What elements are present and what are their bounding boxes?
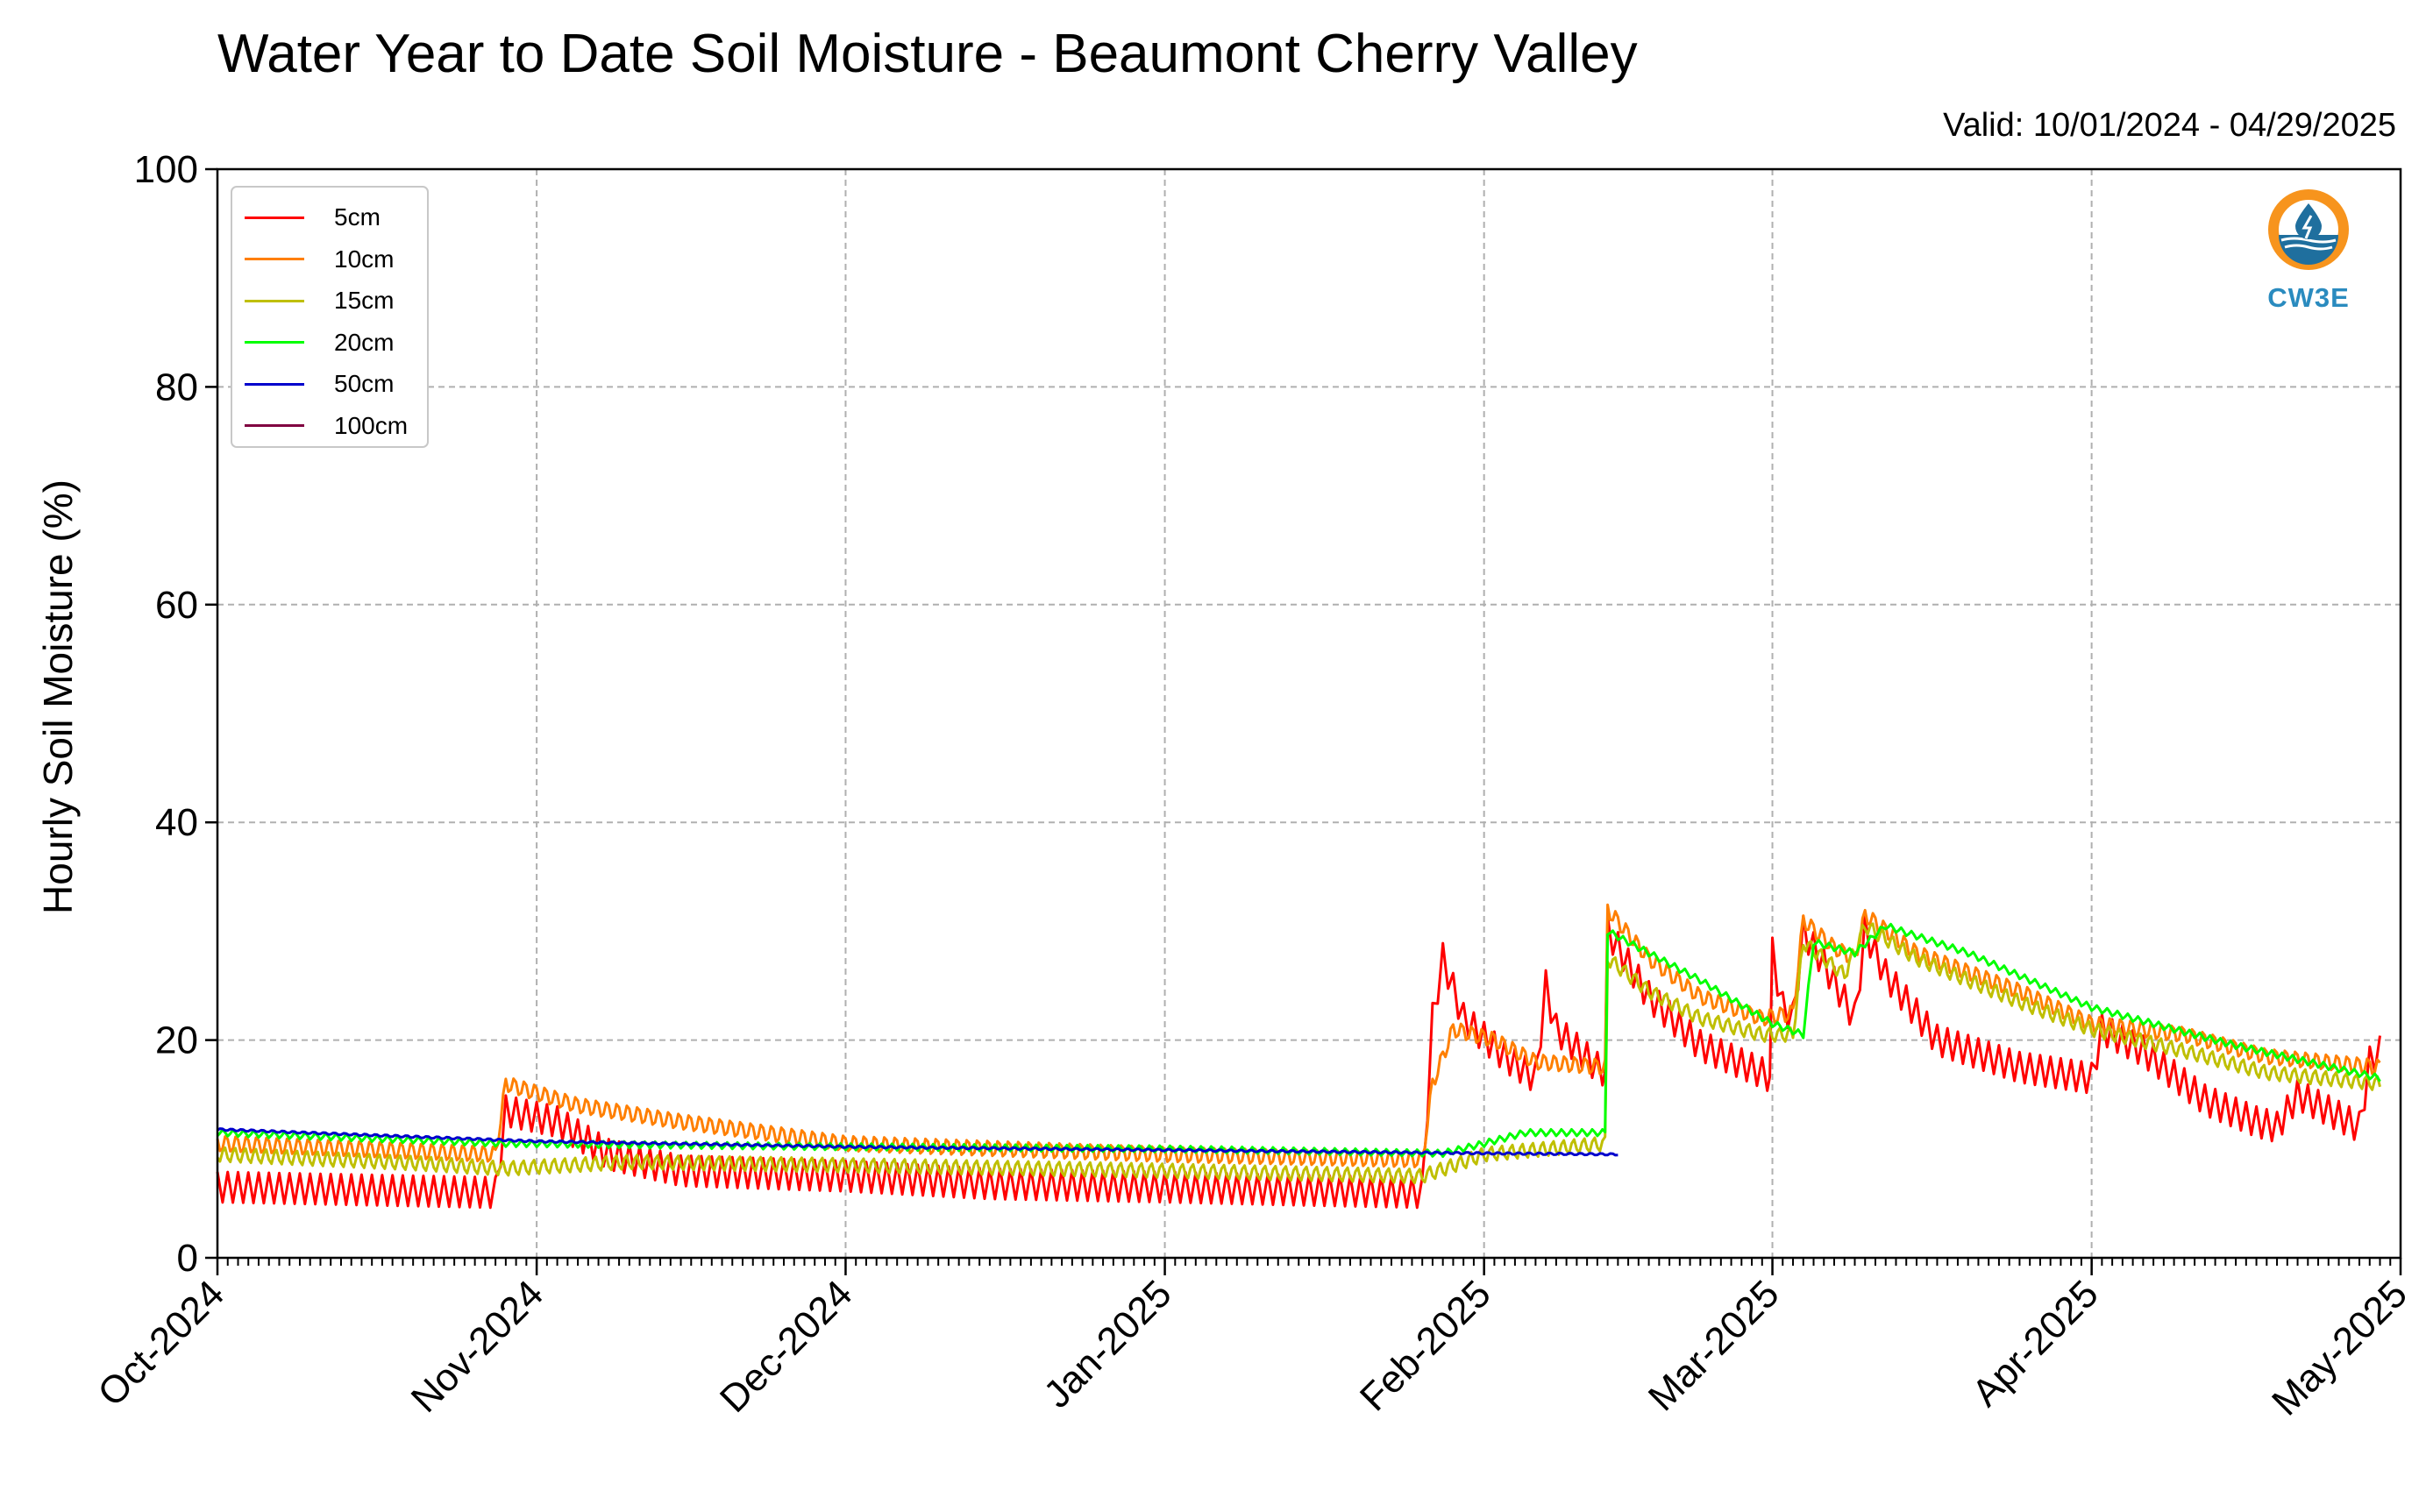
y-tick-label: 40: [155, 801, 198, 844]
legend-item-15cm: 15cm: [245, 283, 394, 318]
x-tick-label: Oct-2024: [89, 1272, 232, 1415]
legend-swatch: [245, 258, 304, 260]
series-line-15cm: [216, 922, 2381, 1185]
x-tick-label: Nov-2024: [403, 1272, 552, 1421]
legend-label: 5cm: [334, 203, 381, 231]
x-tick-label: Feb-2025: [1352, 1272, 1499, 1419]
legend-item-5cm: 5cm: [245, 200, 381, 235]
x-tick-label: Mar-2025: [1640, 1272, 1788, 1419]
legend: 5cm 10cm 15cm 20cm 50cm 100cm: [231, 186, 429, 448]
y-tick-label: 0: [177, 1237, 198, 1280]
legend-item-100cm: 100cm: [245, 408, 408, 444]
legend-swatch: [245, 424, 304, 427]
series-line-50cm: [217, 1127, 1619, 1157]
cw3e-logo: CW3E: [2260, 184, 2357, 316]
series-line-20cm: [216, 922, 2381, 1158]
y-tick-label: 80: [155, 366, 198, 408]
y-tick-label: 60: [155, 584, 198, 627]
chart-title: Water Year to Date Soil Moisture - Beaum…: [217, 24, 1638, 84]
legend-item-10cm: 10cm: [245, 242, 394, 277]
y-tick-label: 20: [155, 1019, 198, 1062]
valid-range: Valid: 10/01/2024 - 04/29/2025: [1943, 107, 2396, 144]
legend-item-20cm: 20cm: [245, 325, 394, 360]
x-tick-label: May-2025: [2264, 1272, 2415, 1423]
legend-swatch: [245, 341, 304, 344]
legend-label: 50cm: [334, 370, 395, 397]
x-tick-label: Apr-2025: [1964, 1272, 2107, 1415]
legend-swatch: [245, 382, 304, 386]
legend-swatch: [245, 216, 304, 219]
legend-label: 100cm: [334, 411, 409, 439]
y-tick-label: 100: [134, 148, 198, 191]
legend-item-50cm: 50cm: [245, 366, 394, 401]
water-drop-icon: [2268, 189, 2349, 270]
legend-label: 10cm: [334, 245, 395, 273]
x-tick-label: Dec-2024: [712, 1272, 861, 1421]
legend-label: 15cm: [334, 287, 395, 314]
x-tick-label: Jan-2025: [1035, 1272, 1179, 1416]
legend-label: 20cm: [334, 328, 395, 356]
legend-swatch: [245, 299, 304, 302]
plot-frame: [216, 167, 2402, 1260]
